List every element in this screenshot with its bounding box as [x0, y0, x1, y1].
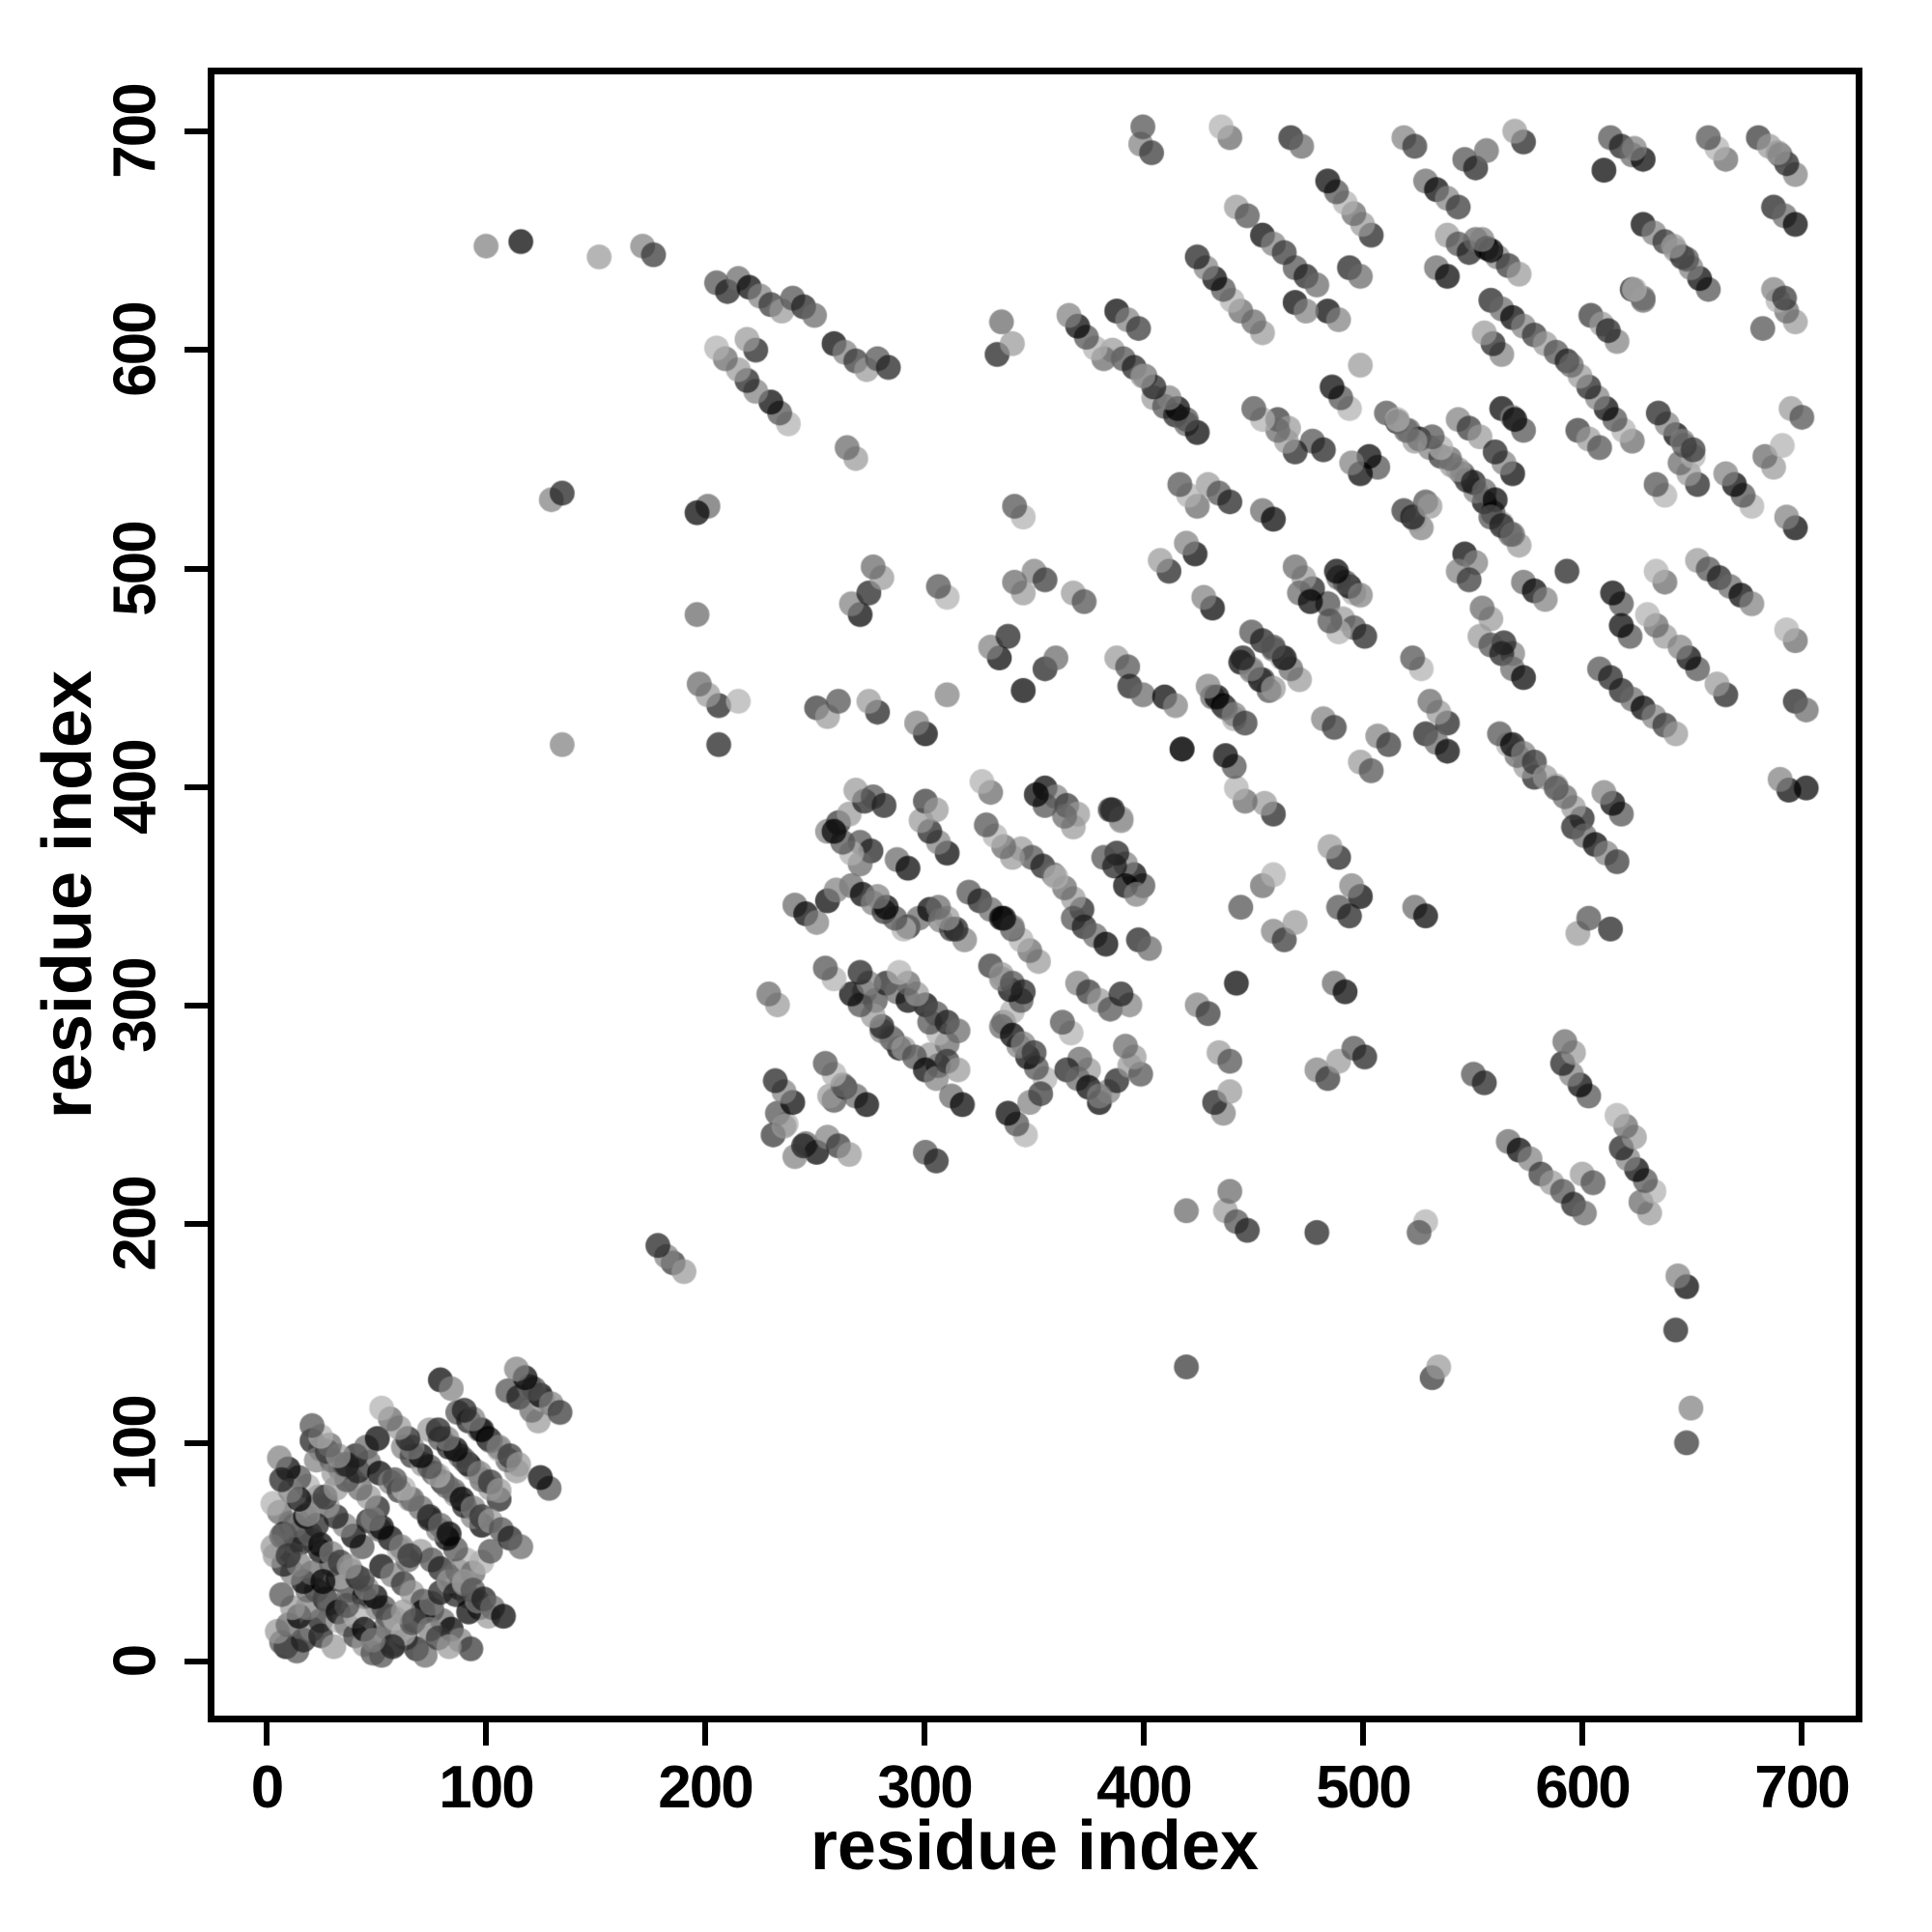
x-tick-mark — [1579, 1722, 1585, 1746]
x-tick-mark — [1360, 1722, 1366, 1746]
y-tick-label: 700 — [101, 84, 169, 179]
y-tick-label: 300 — [101, 958, 169, 1053]
y-tick-label: 200 — [101, 1177, 169, 1272]
y-tick-label: 600 — [101, 302, 169, 398]
y-tick-label: 400 — [101, 740, 169, 835]
y-tick-mark — [185, 1659, 208, 1664]
x-tick-label: 700 — [1754, 1754, 1850, 1821]
x-tick-label: 0 — [250, 1754, 285, 1821]
x-tick-label: 600 — [1535, 1754, 1631, 1821]
plot-area — [208, 68, 1862, 1722]
x-tick-mark — [702, 1722, 708, 1746]
x-tick-mark — [922, 1722, 927, 1746]
y-tick-label: 0 — [101, 1645, 169, 1678]
y-tick-mark — [185, 783, 208, 790]
y-tick-mark — [185, 1003, 208, 1009]
x-tick-mark — [483, 1722, 489, 1746]
y-tick-mark — [185, 565, 208, 572]
y-tick-label: 500 — [101, 521, 169, 616]
y-tick-mark — [185, 1439, 208, 1446]
x-tick-mark — [264, 1722, 270, 1746]
x-tick-mark — [1799, 1722, 1804, 1746]
y-tick-mark — [185, 128, 208, 134]
y-tick-mark — [185, 347, 208, 354]
x-tick-label: 400 — [1096, 1754, 1192, 1821]
y-tick-label: 100 — [101, 1395, 169, 1491]
scatter-points-layer — [214, 74, 1856, 1716]
y-axis-label: residue index — [29, 669, 106, 1120]
x-axis-label: residue index — [810, 1807, 1260, 1885]
x-tick-mark — [1141, 1722, 1147, 1746]
x-tick-label: 500 — [1316, 1754, 1411, 1821]
x-tick-label: 300 — [877, 1754, 973, 1821]
y-tick-mark — [185, 1221, 208, 1228]
x-tick-label: 200 — [658, 1754, 753, 1821]
x-tick-label: 100 — [439, 1754, 534, 1821]
